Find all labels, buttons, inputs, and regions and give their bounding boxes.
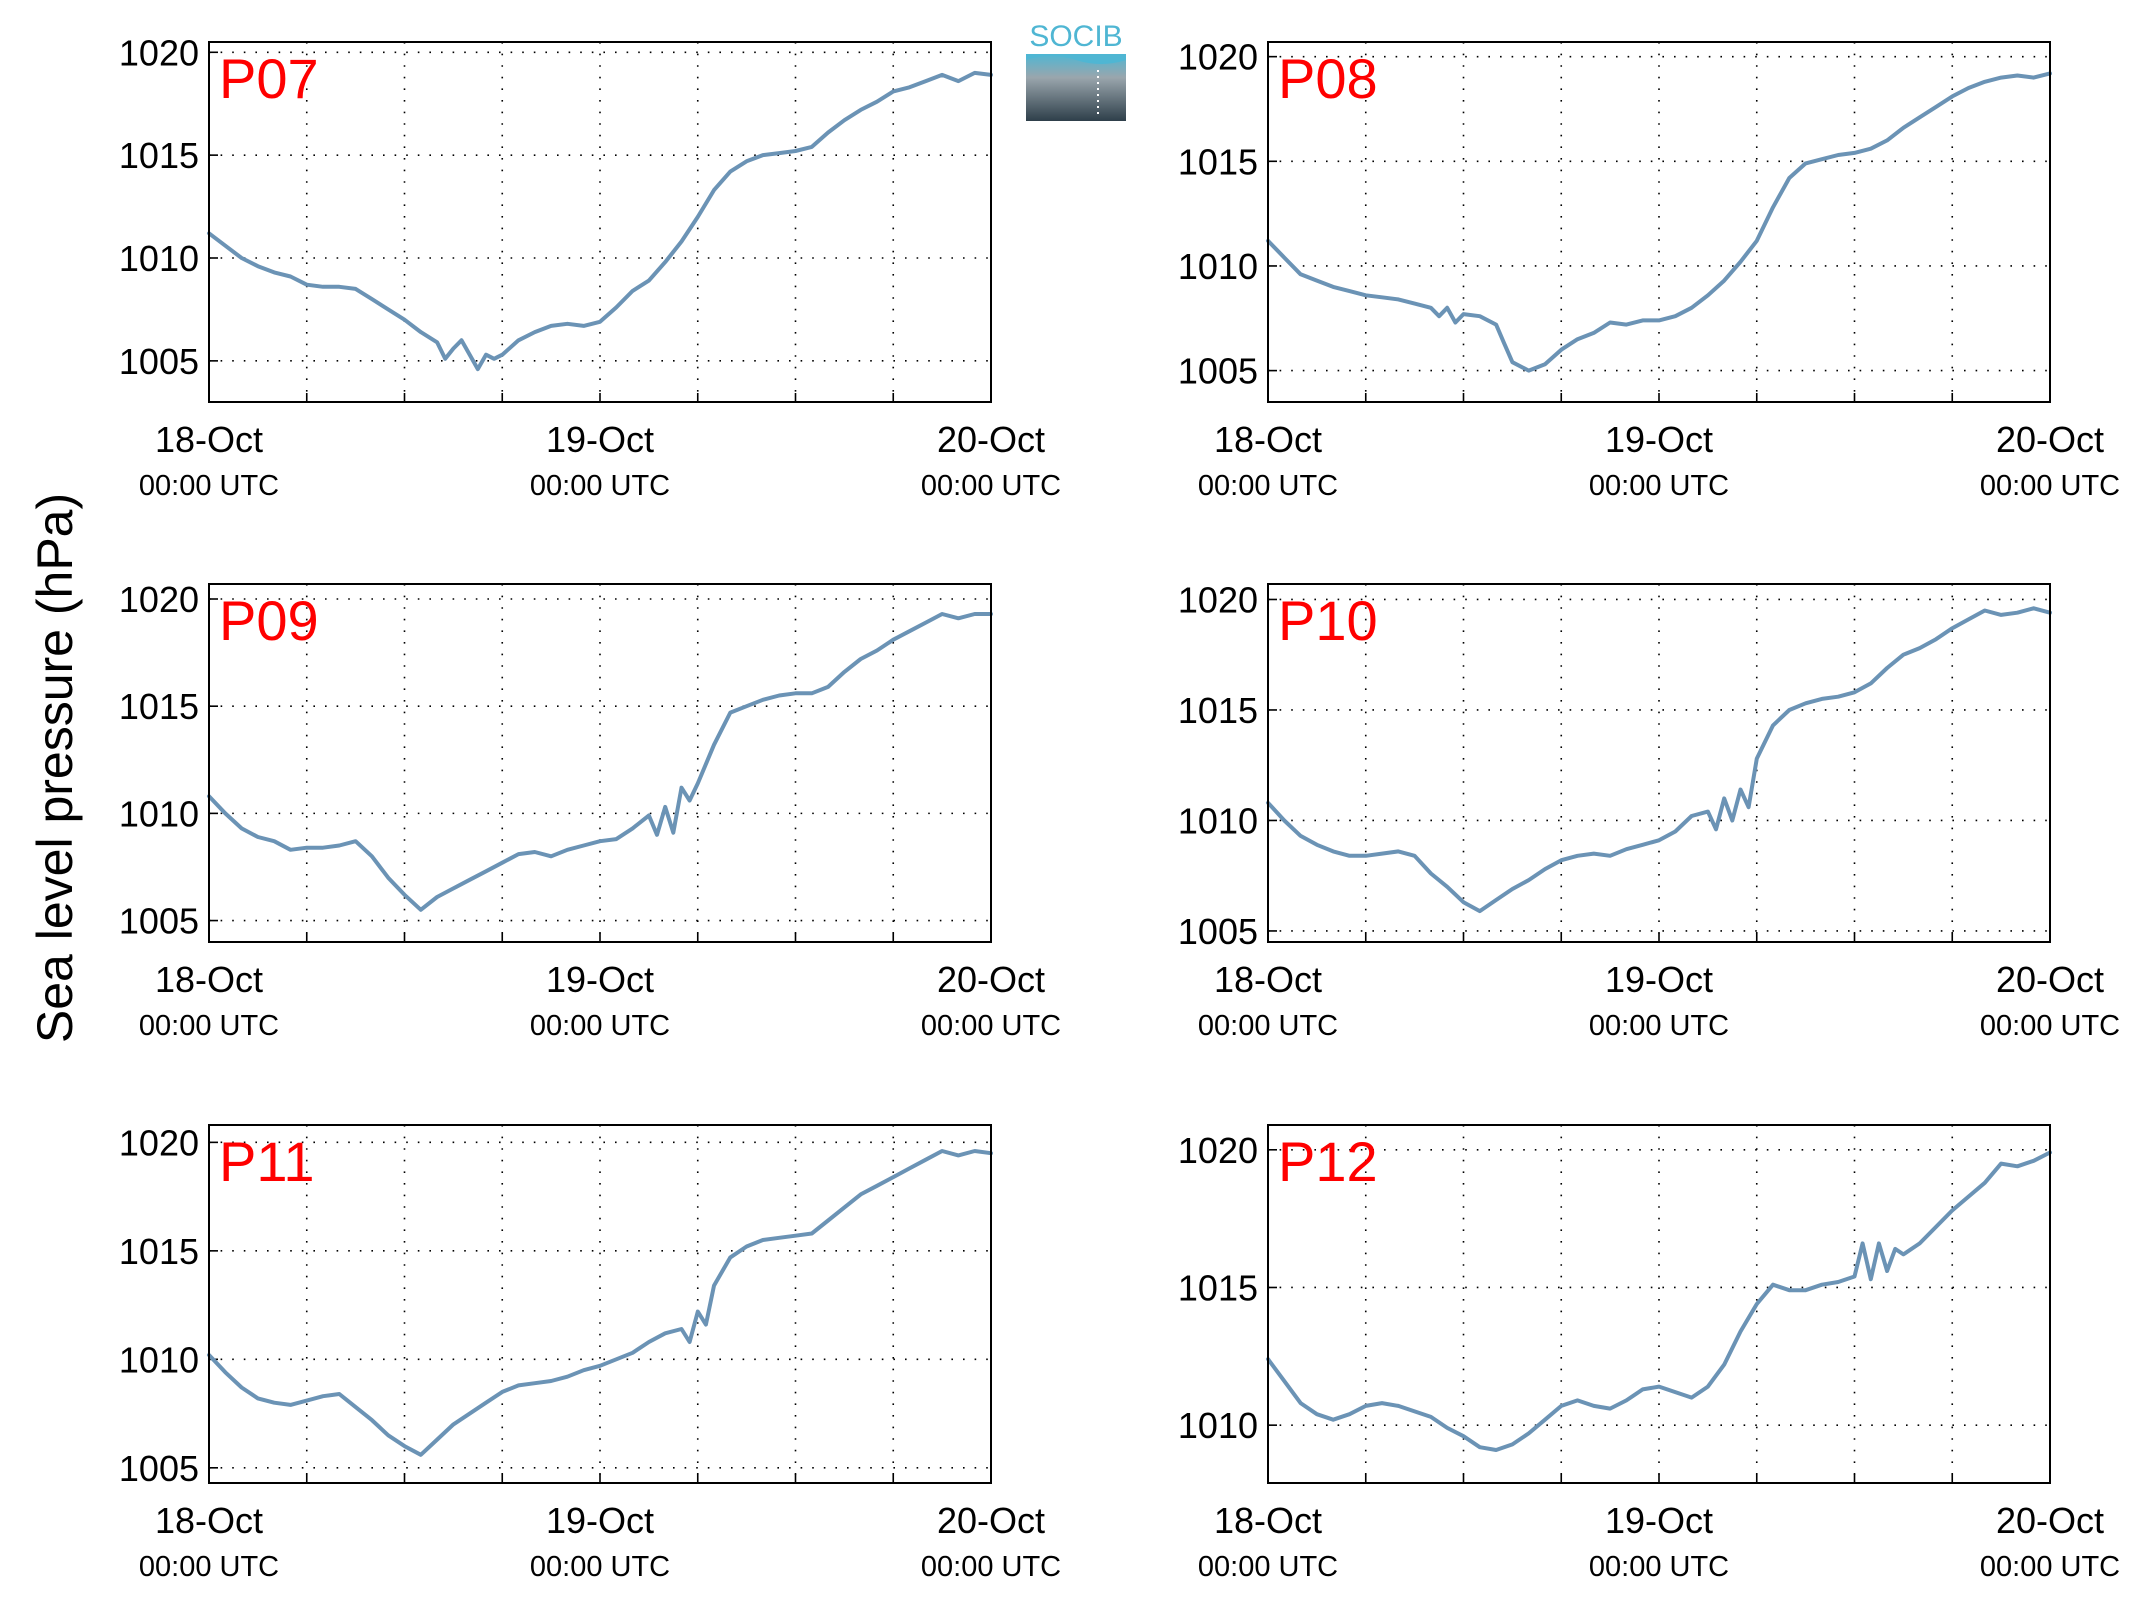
x-tick-label-date: 20-Oct bbox=[1996, 419, 2104, 460]
x-tick-label-time: 00:00 UTC bbox=[1198, 470, 1338, 502]
y-tick-label: 1010 bbox=[1178, 1405, 1258, 1446]
panel-P10: 1005 1010 1015 1020 18-Oct 00:00 UTC 19-Oct 00:… bbox=[1178, 579, 2120, 1042]
x-tick-label-date: 18-Oct bbox=[155, 959, 263, 1000]
x-tick-label-time: 00:00 UTC bbox=[1980, 1551, 2120, 1583]
y-tick-label: 1020 bbox=[1178, 37, 1258, 78]
axes-frame bbox=[1267, 1124, 2051, 1484]
x-tick-label-time: 00:00 UTC bbox=[530, 470, 670, 502]
y-tick-label: 1020 bbox=[119, 32, 199, 73]
x-tick-label-date: 18-Oct bbox=[155, 1500, 263, 1541]
y-tick-label: 1015 bbox=[1178, 1267, 1258, 1308]
x-tick-label-time: 00:00 UTC bbox=[921, 1010, 1061, 1042]
x-tick-label-date: 19-Oct bbox=[546, 959, 654, 1000]
x-tick-label-time: 00:00 UTC bbox=[921, 1551, 1061, 1583]
pressure-series-line bbox=[207, 612, 993, 912]
station-label: P09 bbox=[219, 589, 319, 652]
pressure-series-line bbox=[1266, 1150, 2052, 1452]
panel-P07: 1005 1010 1015 1020 18-Oct 00:00 UTC 19-Oct 00:… bbox=[119, 32, 1061, 502]
station-label: P11 bbox=[219, 1130, 314, 1193]
station-label: P12 bbox=[1278, 1130, 1378, 1193]
x-tick-label-date: 18-Oct bbox=[155, 419, 263, 460]
y-tick-label: 1015 bbox=[119, 1231, 199, 1272]
pressure-series-line bbox=[1266, 71, 2052, 373]
pressure-series-line bbox=[207, 1149, 993, 1457]
x-tick-label-date: 20-Oct bbox=[937, 1500, 1045, 1541]
axes-frame bbox=[208, 583, 992, 943]
y-tick-label: 1020 bbox=[1178, 1130, 1258, 1171]
y-tick-label: 1020 bbox=[119, 1122, 199, 1163]
x-tick-label-time: 00:00 UTC bbox=[530, 1010, 670, 1042]
y-tick-label: 1010 bbox=[119, 1339, 199, 1380]
x-tick-label-time: 00:00 UTC bbox=[139, 1551, 279, 1583]
y-tick-label: 1005 bbox=[1178, 911, 1258, 952]
panel-P09: 1005 1010 1015 1020 18-Oct 00:00 UTC 19-Oct 00:… bbox=[119, 579, 1061, 1042]
y-tick-label: 1005 bbox=[119, 1448, 199, 1489]
y-tick-label: 1005 bbox=[1178, 351, 1258, 392]
x-tick-label-time: 00:00 UTC bbox=[1589, 1551, 1729, 1583]
x-tick-label-time: 00:00 UTC bbox=[1589, 1010, 1729, 1042]
pressure-series-line bbox=[1266, 606, 2052, 914]
x-tick-label-time: 00:00 UTC bbox=[139, 1010, 279, 1042]
x-tick-label-time: 00:00 UTC bbox=[530, 1551, 670, 1583]
x-tick-label-time: 00:00 UTC bbox=[1198, 1010, 1338, 1042]
y-tick-label: 1015 bbox=[119, 686, 199, 727]
y-tick-label: 1010 bbox=[119, 238, 199, 279]
axes-frame bbox=[1267, 583, 2051, 943]
panel-P12: 1010 1015 1020 18-Oct 00:00 UTC 19-Oct 00:00 U… bbox=[1178, 1124, 2120, 1583]
y-tick-label: 1020 bbox=[1178, 579, 1258, 620]
panel-P08: 1005 1010 1015 1020 18-Oct 00:00 UTC 19-Oct 00:… bbox=[1178, 37, 2120, 502]
y-tick-label: 1005 bbox=[119, 901, 199, 942]
x-tick-label-time: 00:00 UTC bbox=[921, 470, 1061, 502]
station-label: P08 bbox=[1278, 47, 1378, 110]
x-tick-label-time: 00:00 UTC bbox=[1980, 470, 2120, 502]
panel-P11: 1005 1010 1015 1020 18-Oct 00:00 UTC 19-Oct 00:… bbox=[119, 1122, 1061, 1583]
x-tick-label-date: 18-Oct bbox=[1214, 1500, 1322, 1541]
y-tick-label: 1020 bbox=[119, 579, 199, 620]
station-label: P10 bbox=[1278, 589, 1378, 652]
x-tick-label-time: 00:00 UTC bbox=[1198, 1551, 1338, 1583]
y-tick-label: 1005 bbox=[119, 341, 199, 382]
logo-wordmark: SOCIB bbox=[1029, 20, 1122, 53]
y-tick-label: 1015 bbox=[119, 135, 199, 176]
socib-logo: SOCIB bbox=[1026, 20, 1126, 121]
x-tick-label-time: 00:00 UTC bbox=[139, 470, 279, 502]
x-tick-label-time: 00:00 UTC bbox=[1980, 1010, 2120, 1042]
y-tick-label: 1010 bbox=[119, 793, 199, 834]
y-tick-label: 1010 bbox=[1178, 800, 1258, 841]
x-tick-label-date: 19-Oct bbox=[546, 419, 654, 460]
x-tick-label-date: 19-Oct bbox=[1605, 419, 1713, 460]
x-tick-label-date: 20-Oct bbox=[1996, 959, 2104, 1000]
x-tick-label-date: 20-Oct bbox=[937, 959, 1045, 1000]
y-tick-label: 1015 bbox=[1178, 141, 1258, 182]
x-tick-label-date: 18-Oct bbox=[1214, 419, 1322, 460]
x-tick-label-time: 00:00 UTC bbox=[1589, 470, 1729, 502]
axes-frame bbox=[208, 41, 992, 403]
x-tick-label-date: 20-Oct bbox=[937, 419, 1045, 460]
y-axis-label: Sea level pressure (hPa) bbox=[27, 493, 83, 1043]
x-tick-label-date: 19-Oct bbox=[1605, 1500, 1713, 1541]
x-tick-label-date: 20-Oct bbox=[1996, 1500, 2104, 1541]
station-label: P07 bbox=[219, 47, 319, 110]
y-tick-label: 1015 bbox=[1178, 690, 1258, 731]
x-tick-label-date: 19-Oct bbox=[546, 1500, 654, 1541]
axes-frame bbox=[208, 1124, 992, 1484]
pressure-series-line bbox=[207, 70, 993, 372]
x-tick-label-date: 19-Oct bbox=[1605, 959, 1713, 1000]
axes-frame bbox=[1267, 41, 2051, 403]
x-tick-label-date: 18-Oct bbox=[1214, 959, 1322, 1000]
y-tick-label: 1010 bbox=[1178, 246, 1258, 287]
